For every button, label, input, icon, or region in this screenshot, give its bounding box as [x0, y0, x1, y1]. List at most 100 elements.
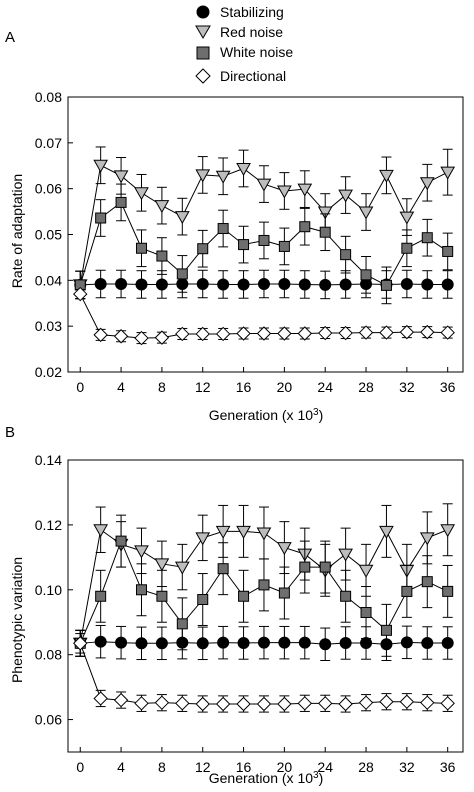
- point-directional: [134, 330, 149, 346]
- point-red-noise: [113, 170, 129, 184]
- point-red-noise: [174, 561, 190, 575]
- x-tick-label-a: 24: [317, 379, 333, 395]
- series-white-noise-a: [74, 183, 454, 305]
- point-stabilizing: [421, 636, 434, 649]
- point-red-noise: [215, 170, 231, 184]
- point-white-noise: [442, 245, 454, 257]
- point-white-noise: [135, 242, 147, 254]
- point-stabilizing: [217, 278, 230, 291]
- point-white-noise: [340, 590, 352, 602]
- point-red-noise: [93, 524, 109, 538]
- point-stabilizing: [155, 637, 168, 650]
- point-directional: [93, 327, 108, 343]
- point-white-noise: [258, 579, 270, 591]
- x-tick-label-b: 32: [399, 759, 415, 775]
- point-red-noise: [419, 177, 435, 191]
- point-white-noise: [340, 249, 352, 261]
- legend-entry-white-noise[interactable]: White noise: [196, 44, 293, 60]
- point-directional: [236, 326, 251, 341]
- point-stabilizing: [400, 636, 413, 649]
- point-red-noise: [317, 206, 333, 220]
- legend: Stabilizing Red noise White noise Direct…: [195, 4, 293, 84]
- point-red-noise: [399, 211, 415, 225]
- point-stabilizing: [155, 278, 168, 291]
- legend-marker-stabilizing: [196, 5, 210, 19]
- point-red-noise: [358, 206, 374, 220]
- point-directional: [399, 694, 415, 709]
- x-tick-label-a: 32: [399, 379, 415, 395]
- point-white-noise: [115, 196, 127, 208]
- x-tick-label-a: 36: [440, 379, 456, 395]
- legend-entry-red-noise[interactable]: Red noise: [195, 24, 283, 40]
- point-stabilizing: [115, 278, 128, 290]
- point-directional: [440, 696, 455, 711]
- point-red-noise: [338, 548, 353, 562]
- point-white-noise: [197, 594, 209, 606]
- point-white-noise: [401, 585, 413, 597]
- legend-entry-directional[interactable]: Directional: [195, 68, 286, 84]
- point-stabilizing: [94, 635, 107, 648]
- legend-marker-red-noise: [195, 25, 211, 39]
- point-directional: [175, 696, 190, 711]
- y-tick-label-a: 0.04: [35, 272, 62, 288]
- point-white-noise: [299, 221, 311, 233]
- y-tick-label-b: 0.14: [35, 452, 62, 468]
- x-tick-label-b: 20: [277, 759, 293, 775]
- y-tick-label-a: 0.03: [35, 318, 62, 334]
- point-red-noise: [134, 545, 149, 559]
- point-directional: [420, 324, 435, 340]
- point-directional: [113, 329, 129, 344]
- x-tick-label-a: 16: [236, 379, 252, 395]
- point-white-noise: [135, 584, 147, 596]
- series-layer-panel-b: [72, 503, 456, 713]
- x-tick-label-a: 8: [158, 379, 166, 395]
- point-red-noise: [379, 525, 394, 539]
- y-tick-label-a: 0.08: [35, 89, 62, 105]
- point-white-noise: [95, 212, 107, 224]
- point-red-noise: [195, 169, 211, 183]
- point-directional: [358, 325, 374, 340]
- point-red-noise: [154, 558, 170, 572]
- point-stabilizing: [217, 636, 230, 649]
- point-red-noise: [419, 532, 435, 546]
- point-white-noise: [278, 240, 290, 252]
- axes-panel-a: 0.02 0.03 0.04 0.05 0.06 0.07 0.08 0 4 8 12 16 20 24 2…: [35, 89, 464, 395]
- legend-marker-directional: [195, 68, 211, 84]
- series-directional-b: [73, 633, 455, 713]
- point-white-noise: [238, 590, 250, 602]
- point-white-noise: [319, 561, 331, 573]
- panel-label-a: A: [5, 29, 15, 46]
- point-directional: [93, 691, 108, 706]
- point-stabilizing: [339, 278, 352, 291]
- x-tick-label-b: 12: [195, 759, 211, 775]
- point-stabilizing: [441, 278, 454, 291]
- point-directional: [379, 694, 394, 709]
- point-white-noise: [197, 243, 209, 255]
- point-red-noise: [358, 564, 374, 578]
- point-white-noise: [360, 269, 372, 281]
- point-directional: [256, 696, 272, 712]
- point-white-noise: [360, 606, 372, 618]
- point-red-noise: [338, 189, 353, 203]
- panel-a: A 0.02 0.03 0.04 0.05 0.06 0.07 0.08 0 4 8 12 16 20 2…: [5, 29, 464, 423]
- legend-entry-stabilizing[interactable]: Stabilizing: [196, 4, 284, 20]
- x-tick-label-b: 24: [317, 759, 333, 775]
- series-stabilizing-b: [74, 624, 454, 662]
- point-white-noise: [421, 232, 433, 244]
- point-directional: [195, 326, 210, 342]
- panel-label-b: B: [5, 424, 15, 441]
- point-red-noise: [440, 524, 456, 538]
- point-stabilizing: [257, 278, 270, 290]
- point-white-noise: [278, 587, 290, 599]
- point-white-noise: [115, 535, 127, 547]
- point-directional: [277, 326, 292, 341]
- point-white-noise: [421, 576, 433, 588]
- x-tick-label-b: 16: [236, 759, 252, 775]
- point-stabilizing: [319, 278, 332, 291]
- point-red-noise: [379, 169, 394, 183]
- point-white-noise: [319, 226, 331, 238]
- point-directional: [338, 325, 353, 341]
- point-directional: [420, 695, 435, 710]
- point-red-noise: [195, 532, 211, 546]
- y-tick-label-b: 0.10: [35, 582, 62, 598]
